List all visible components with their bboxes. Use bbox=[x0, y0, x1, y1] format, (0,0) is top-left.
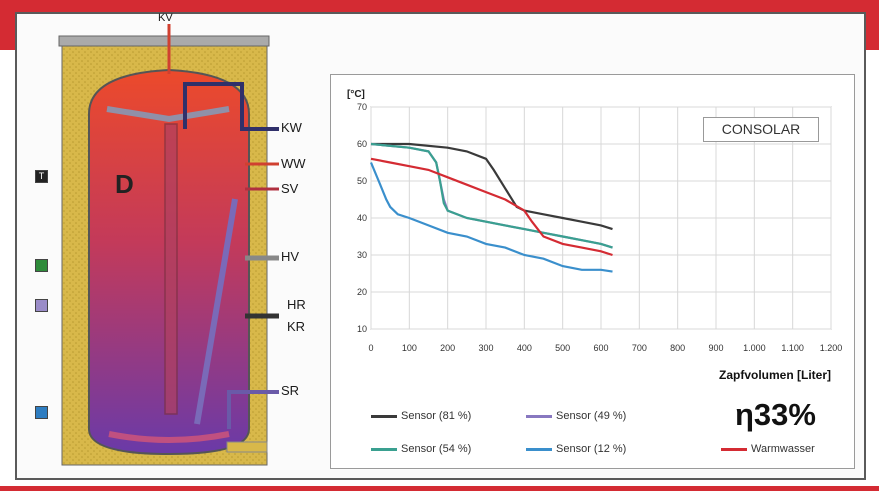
bottom-foot bbox=[226, 441, 268, 453]
legend-swatch bbox=[721, 447, 747, 451]
hr-label: HR bbox=[287, 297, 306, 312]
kw-label: KW bbox=[281, 120, 302, 135]
coil bbox=[108, 431, 230, 443]
x-tick-label: 700 bbox=[632, 343, 647, 353]
legend-swatch bbox=[526, 447, 552, 451]
series-line-4 bbox=[370, 157, 613, 257]
series-line-0 bbox=[371, 142, 613, 231]
y-tick-label: 70 bbox=[357, 102, 367, 112]
sensor-marker-violet bbox=[35, 299, 48, 312]
sensor-marker-green bbox=[35, 259, 48, 272]
legend-swatch bbox=[371, 414, 397, 418]
legend-item: Sensor (12 %) bbox=[526, 443, 626, 455]
x-tick-label: 800 bbox=[670, 343, 685, 353]
hv-label: HV bbox=[281, 249, 300, 264]
series-line-3 bbox=[369, 162, 613, 273]
chart-area: 0 100 200 300 400 500 600 700 800 900 1.000 1.100 1.… bbox=[330, 74, 855, 469]
y-axis-label: [°C] bbox=[347, 89, 365, 100]
x-tick-label: 400 bbox=[517, 343, 532, 353]
efficiency-label: η33% bbox=[735, 397, 816, 432]
x-tick-label: 1.200 bbox=[820, 343, 843, 353]
legend-label: Sensor (54 %) bbox=[401, 443, 472, 455]
x-tick-label: 500 bbox=[555, 343, 570, 353]
sv-label: SV bbox=[281, 181, 299, 196]
x-axis-label: Zapfvolumen [Liter] bbox=[719, 368, 831, 382]
series-line-2 bbox=[370, 142, 613, 249]
x-tick-label: 300 bbox=[478, 343, 493, 353]
y-tick-label: 10 bbox=[357, 324, 367, 334]
x-tick-label: 100 bbox=[402, 343, 417, 353]
legend-label: Warmwasser bbox=[751, 443, 815, 455]
temperature-chart: 0 100 200 300 400 500 600 700 800 900 1.000 1.100 1.… bbox=[347, 89, 843, 382]
legend-item: Sensor (81 %) bbox=[371, 410, 471, 422]
sr-label: SR bbox=[281, 383, 300, 398]
legend-item: Warmwasser bbox=[721, 443, 815, 455]
bottom-red-bar bbox=[0, 486, 879, 491]
x-tick-label: 1.000 bbox=[743, 343, 766, 353]
x-tick-label: 900 bbox=[708, 343, 723, 353]
x-tick-label: 0 bbox=[368, 343, 373, 353]
sensor-marker-blue bbox=[35, 406, 48, 419]
figure-panel: KV KW WW SV HV HR KR SR D T 0 100 200 300 40… bbox=[15, 12, 866, 480]
legend-swatch bbox=[526, 414, 552, 418]
sensor-marker-t: T bbox=[35, 170, 48, 183]
legend-label: Sensor (12 %) bbox=[556, 443, 627, 455]
storage-tank-diagram bbox=[58, 24, 279, 466]
inner-pipe bbox=[164, 123, 178, 415]
x-tick-label: 1.100 bbox=[781, 343, 804, 353]
y-tick-label: 30 bbox=[357, 250, 367, 260]
x-tick-label: 600 bbox=[593, 343, 608, 353]
y-tick-label: 60 bbox=[357, 139, 367, 149]
legend-label: Sensor (81 %) bbox=[401, 410, 472, 422]
ww-label: WW bbox=[281, 156, 306, 171]
zone-label: D bbox=[115, 169, 134, 199]
brand-box: CONSOLAR bbox=[703, 117, 819, 142]
legend-swatch bbox=[371, 447, 397, 451]
kw-pipe bbox=[183, 82, 279, 131]
riser-pipe bbox=[194, 198, 238, 425]
top-cap bbox=[58, 35, 270, 47]
x-tick-label: 200 bbox=[440, 343, 455, 353]
sr-pipe bbox=[227, 390, 279, 429]
y-tick-label: 40 bbox=[357, 213, 367, 223]
y-tick-label: 20 bbox=[357, 287, 367, 297]
legend-label: Sensor (49 %) bbox=[556, 410, 627, 422]
kr-label: KR bbox=[287, 319, 306, 334]
kv-label: KV bbox=[158, 12, 173, 24]
top-manifold bbox=[106, 106, 230, 123]
legend-item: Sensor (49 %) bbox=[526, 410, 626, 422]
legend-item: Sensor (54 %) bbox=[371, 443, 471, 455]
y-tick-label: 50 bbox=[357, 176, 367, 186]
